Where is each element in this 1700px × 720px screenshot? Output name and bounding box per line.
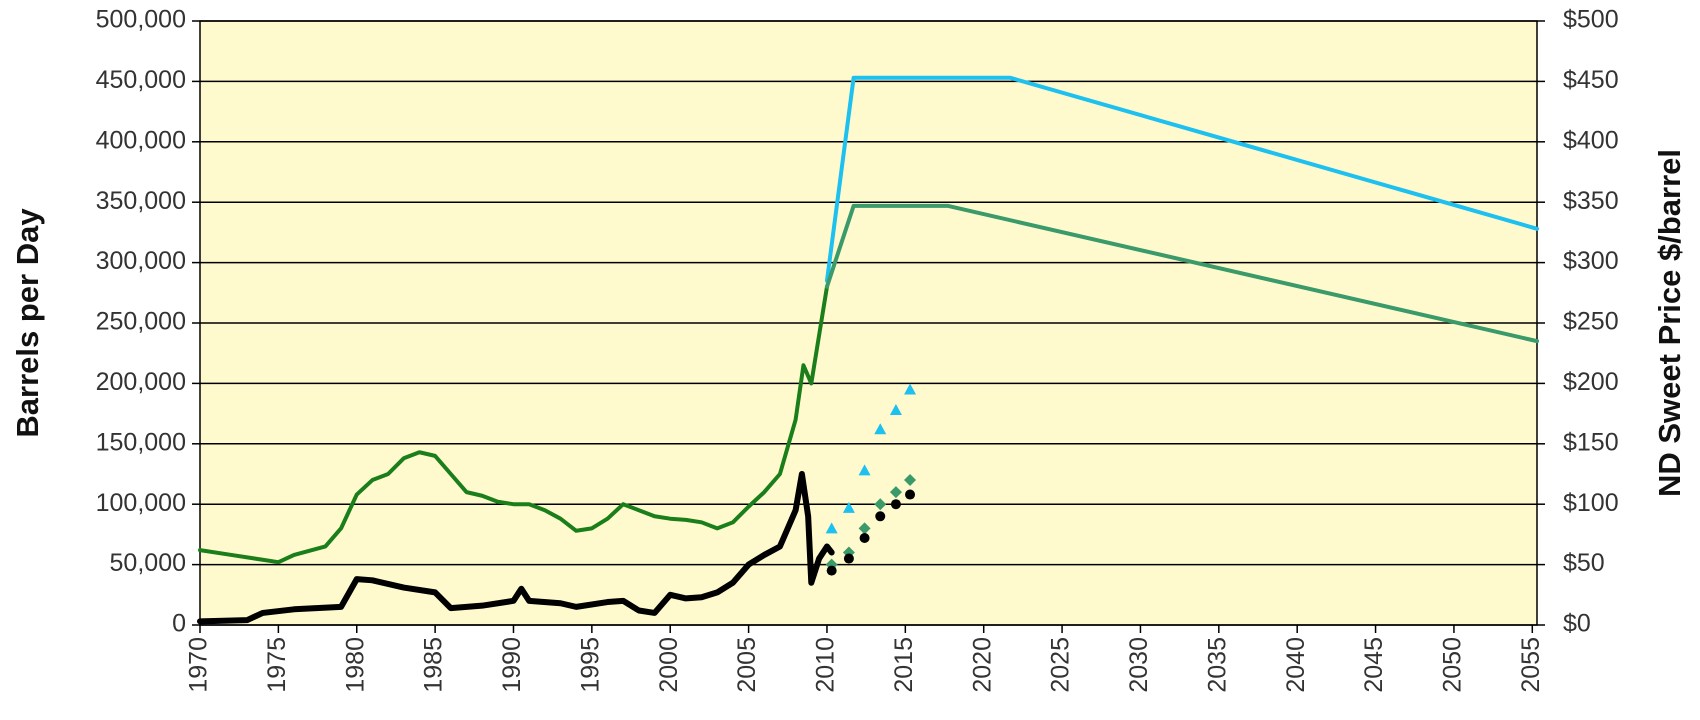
y-tick-label: 100,000 bbox=[96, 489, 186, 517]
x-tick-label: 1990 bbox=[498, 637, 526, 693]
x-tick-label: 1970 bbox=[185, 637, 213, 693]
y2-tick-label: $200 bbox=[1563, 368, 1619, 396]
line-series bbox=[198, 284, 829, 565]
x-tick-label: 2055 bbox=[1517, 637, 1545, 693]
y2-tick-label: $150 bbox=[1563, 428, 1619, 456]
y-tick-label: 0 bbox=[172, 610, 186, 638]
diamond-marker bbox=[904, 474, 917, 487]
triangle-marker bbox=[858, 464, 871, 476]
triangle-marker bbox=[904, 383, 917, 395]
x-tick-label: 2000 bbox=[655, 637, 683, 693]
y2-tick-label: $250 bbox=[1563, 308, 1619, 336]
circle-marker bbox=[905, 489, 916, 500]
line-series bbox=[824, 203, 1539, 344]
y-tick-label: 450,000 bbox=[96, 66, 186, 94]
y2-tick-label: $450 bbox=[1563, 66, 1619, 94]
line-series bbox=[197, 471, 835, 625]
y2-tick-label: $350 bbox=[1563, 187, 1619, 215]
y-tick-label: 250,000 bbox=[96, 308, 186, 336]
x-tick-label: 2010 bbox=[812, 637, 840, 693]
x-tick-label: 2045 bbox=[1360, 637, 1388, 693]
diamond-marker bbox=[889, 486, 902, 499]
circle-marker bbox=[890, 499, 901, 510]
y2-axis-title: ND Sweet Price $/barrel bbox=[1652, 149, 1687, 497]
y2-tick-label: $0 bbox=[1563, 610, 1591, 638]
triangle-marker bbox=[825, 522, 838, 534]
x-tick-label: 2040 bbox=[1282, 637, 1310, 693]
y-tick-label: 350,000 bbox=[96, 187, 186, 215]
x-tick-label: 1985 bbox=[420, 637, 448, 693]
circle-marker bbox=[843, 553, 854, 564]
line-series bbox=[824, 75, 1539, 283]
y2-tick-label: $100 bbox=[1563, 489, 1619, 517]
y2-tick-label: $300 bbox=[1563, 247, 1619, 275]
x-tick-label: 2015 bbox=[890, 637, 918, 693]
y-tick-label: 400,000 bbox=[96, 126, 186, 154]
plot-frame bbox=[199, 20, 1538, 626]
x-tick-label: 2005 bbox=[733, 637, 761, 693]
x-tick-label: 1995 bbox=[576, 637, 604, 693]
x-tick-label: 2030 bbox=[1125, 637, 1153, 693]
triangle-marker bbox=[889, 403, 902, 415]
y-tick-label: 50,000 bbox=[110, 549, 186, 577]
x-tick-label: 1980 bbox=[341, 637, 369, 693]
y2-tick-label: $50 bbox=[1563, 549, 1605, 577]
y2-tick-label: $400 bbox=[1563, 126, 1619, 154]
circle-marker bbox=[826, 565, 837, 576]
y2-tick-label: $500 bbox=[1563, 6, 1619, 34]
triangle-marker bbox=[874, 423, 887, 435]
diamond-marker bbox=[874, 498, 887, 511]
circle-marker bbox=[859, 533, 870, 544]
diamond-marker bbox=[858, 522, 871, 535]
y-axis-title: Barrels per Day bbox=[10, 208, 45, 438]
x-tick-label: 2020 bbox=[968, 637, 996, 693]
triangle-marker bbox=[842, 501, 855, 513]
circle-marker bbox=[875, 511, 886, 522]
y-tick-label: 500,000 bbox=[96, 6, 186, 34]
x-tick-label: 1975 bbox=[263, 637, 291, 693]
x-tick-label: 2025 bbox=[1047, 637, 1075, 693]
y-tick-label: 300,000 bbox=[96, 247, 186, 275]
x-tick-label: 2035 bbox=[1203, 637, 1231, 693]
x-tick-label: 2050 bbox=[1439, 637, 1467, 693]
y-tick-label: 200,000 bbox=[96, 368, 186, 396]
y-tick-label: 150,000 bbox=[96, 428, 186, 456]
